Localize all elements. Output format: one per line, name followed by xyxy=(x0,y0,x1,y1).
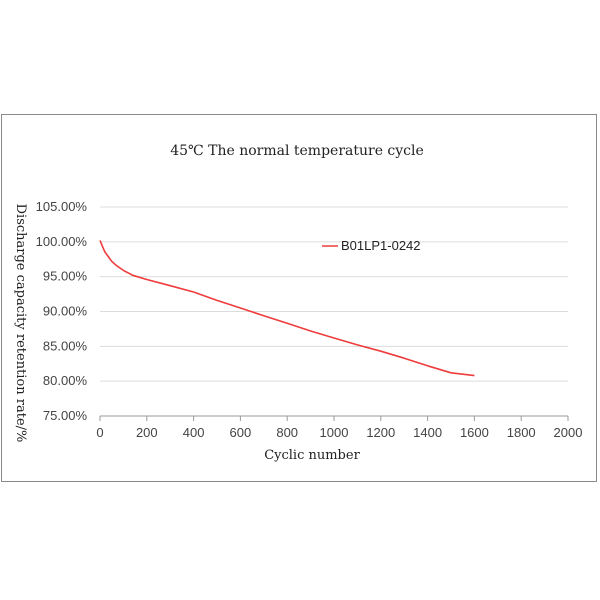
x-tick-label: 1600 xyxy=(460,425,489,440)
y-axis-label: Discharge capacity retention rate/% xyxy=(13,204,28,443)
y-tick-label: 90.00% xyxy=(43,304,88,319)
series-line xyxy=(99,240,475,377)
x-tick-label: 400 xyxy=(183,425,205,440)
x-tick-label: 0 xyxy=(96,425,103,440)
x-tick-label: 1400 xyxy=(413,425,442,440)
x-tick-labels: 0 200 400 600 800 1000 1200 1400 1600 1800 2000 xyxy=(96,425,582,440)
x-axis-label: Cyclic number xyxy=(264,448,360,463)
y-tick-label: 100.00% xyxy=(36,234,88,249)
y-tick-label: 75.00% xyxy=(43,408,88,423)
legend: B01LP1-0242 xyxy=(322,238,421,253)
chart-title: 45℃ The normal temperature cycle xyxy=(170,143,424,159)
y-tick-label: 85.00% xyxy=(43,338,88,353)
x-tick-label: 1200 xyxy=(366,425,395,440)
y-tick-label: 80.00% xyxy=(43,373,88,388)
x-tick-label: 600 xyxy=(230,425,252,440)
grid-lines xyxy=(99,206,569,421)
x-tick-label: 1000 xyxy=(320,425,349,440)
legend-label: B01LP1-0242 xyxy=(341,238,421,253)
y-tick-label: 105.00% xyxy=(36,199,88,214)
y-tick-label: 95.00% xyxy=(43,269,88,284)
y-tick-labels: 75.00% 80.00% 85.00% 90.00% 95.00% 100.00% 105… xyxy=(36,199,88,423)
x-tick-label: 1800 xyxy=(507,425,536,440)
x-tick-label: 2000 xyxy=(554,425,583,440)
x-tick-label: 200 xyxy=(136,425,158,440)
x-tick-label: 800 xyxy=(276,425,298,440)
series-lines xyxy=(99,240,475,377)
